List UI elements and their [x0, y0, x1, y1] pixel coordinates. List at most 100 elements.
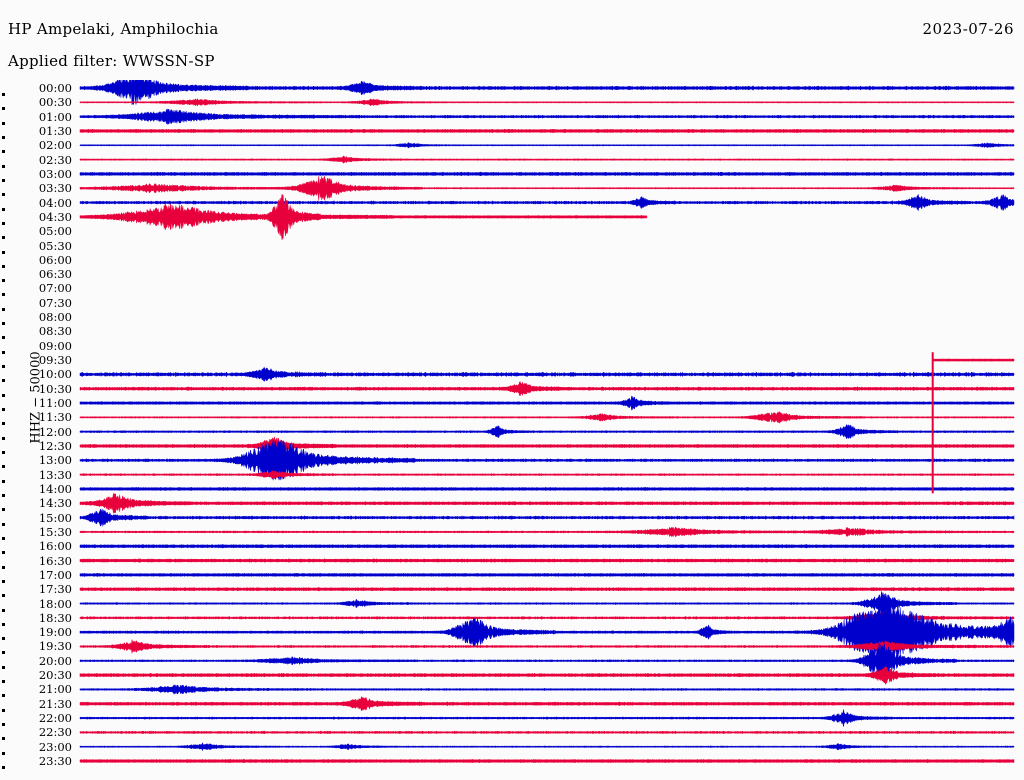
time-label: 01:30 — [38, 123, 72, 138]
trace-row — [79, 665, 1015, 686]
time-label: 07:00 — [38, 281, 72, 296]
axis-tick — [2, 551, 5, 555]
axis-tick — [2, 393, 5, 397]
time-label: 08:30 — [38, 324, 72, 339]
trace-row — [79, 572, 1015, 577]
axis-tick — [2, 622, 5, 626]
axis-tick — [2, 150, 5, 154]
time-label: 19:00 — [38, 625, 72, 640]
page-title: HP Ampelaki, Amphilochia — [8, 20, 219, 38]
axis-tick — [2, 522, 5, 526]
axis-tick — [2, 193, 5, 197]
trace-row — [79, 508, 1015, 527]
seismogram-plot[interactable]: 00:00 00:30 01:00 01:30 02:00 02:30 03:00 03:30… — [0, 80, 1024, 780]
trace-row — [79, 175, 1015, 201]
time-label: 14:00 — [38, 481, 72, 496]
axis-tick — [2, 451, 5, 454]
time-label: 05:00 — [38, 224, 72, 239]
axis-tick — [2, 207, 5, 211]
time-label: 15:00 — [38, 510, 72, 525]
time-label: 10:00 — [38, 367, 72, 382]
axis-tick — [2, 465, 5, 469]
trace-row — [79, 730, 1015, 735]
axis-tick — [2, 694, 5, 698]
time-label: 23:00 — [38, 739, 72, 754]
axis-tick — [2, 737, 5, 741]
trace-row — [79, 97, 1015, 107]
time-label: 09:00 — [38, 338, 72, 353]
axis-tick — [2, 221, 5, 225]
axis-tick — [2, 651, 5, 655]
axis-tick — [2, 665, 5, 669]
axis-tick — [2, 322, 5, 326]
trace-row — [79, 155, 1015, 164]
axis-tick — [2, 608, 5, 612]
axis-tick — [2, 565, 5, 569]
axis-tick — [2, 723, 5, 727]
axis-tick — [2, 135, 5, 139]
time-label: 06:00 — [38, 252, 72, 267]
time-label: 22:30 — [38, 725, 72, 740]
time-label: 13:00 — [38, 453, 72, 468]
trace-row — [79, 639, 1015, 654]
trace-row — [79, 424, 1015, 440]
trace-row — [79, 586, 1015, 592]
time-label: 16:30 — [38, 553, 72, 568]
axis-tick — [2, 637, 5, 641]
time-label: 05:30 — [38, 238, 72, 253]
trace-row — [79, 381, 1015, 397]
axis-tick — [2, 579, 5, 583]
axis-tick — [2, 93, 5, 96]
trace-row — [79, 171, 1015, 177]
axis-tick — [2, 594, 5, 598]
axis-tick — [2, 307, 5, 311]
time-label: 21:00 — [38, 682, 72, 697]
time-label: 03:30 — [38, 181, 72, 196]
time-label: 06:30 — [38, 267, 72, 282]
axis-tick — [2, 766, 5, 770]
trace-row — [79, 439, 1015, 482]
axis-tick — [2, 336, 5, 340]
time-label: 12:00 — [38, 424, 72, 439]
axis-tick — [2, 236, 5, 240]
trace-row — [79, 436, 1015, 456]
time-label: 17:00 — [38, 567, 72, 582]
time-label: 18:00 — [38, 596, 72, 611]
axis-tick — [2, 508, 5, 512]
axis-tick — [2, 708, 5, 712]
time-label: 12:30 — [38, 439, 72, 453]
axis-tick — [2, 536, 5, 540]
time-label: 11:30 — [38, 410, 72, 425]
axis-tick — [2, 408, 5, 412]
time-label: 09:30 — [38, 353, 72, 368]
trace-row — [79, 558, 1015, 563]
trace-row — [79, 410, 1015, 424]
axis-tick — [2, 493, 5, 497]
trace-row — [79, 742, 1015, 752]
trace-row — [79, 395, 1015, 411]
trace-row — [79, 591, 1015, 616]
time-label: 08:00 — [38, 310, 72, 325]
time-label: 07:30 — [38, 295, 72, 310]
time-label: 19:30 — [38, 639, 72, 654]
axis-tick — [2, 350, 5, 354]
trace-row — [79, 601, 1015, 663]
axis-tick — [2, 264, 5, 268]
time-label: 00:30 — [38, 95, 72, 110]
time-label: 14:30 — [38, 496, 72, 511]
axis-tick — [2, 279, 5, 283]
time-label: 01:00 — [38, 109, 72, 124]
time-label: 11:00 — [38, 396, 72, 411]
time-label: 21:30 — [38, 696, 72, 711]
time-label: 17:30 — [38, 582, 72, 597]
record-date: 2023-07-26 — [922, 20, 1014, 38]
time-label: 23:30 — [38, 754, 72, 769]
time-label: 20:00 — [38, 653, 72, 668]
trace-row — [79, 194, 1015, 212]
transient-spike-marker — [931, 352, 934, 494]
trace-row — [79, 642, 1015, 679]
time-label: 00:00 — [38, 81, 72, 95]
axis-tick — [2, 293, 5, 297]
trace-row — [932, 358, 1015, 362]
time-label: 16:00 — [38, 539, 72, 554]
